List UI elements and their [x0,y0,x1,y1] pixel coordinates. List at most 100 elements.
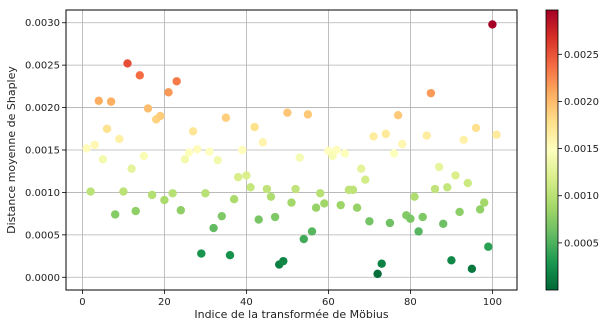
colorbar [545,9,559,291]
data-point [455,207,464,217]
data-point [467,264,477,273]
data-point [266,192,276,201]
colorbar-tick-label: 0.0015 [564,144,599,155]
x-tick-label: 40 [240,297,253,308]
data-point [484,242,493,251]
data-point [357,164,366,173]
data-point [307,227,317,236]
data-point [238,145,247,155]
data-point [381,129,390,139]
data-point [480,198,489,207]
data-point [279,256,288,266]
data-point [451,171,460,180]
x-tick-label: 80 [404,297,417,308]
grid [66,10,517,290]
data-point [336,200,345,210]
data-point [361,175,370,184]
data-point [180,155,190,164]
data-point [234,172,243,182]
data-point [299,234,308,244]
data-point [291,184,300,194]
data-point [131,206,140,216]
data-point [398,139,407,149]
data-point [225,251,235,260]
data-point [90,140,99,150]
data-point [414,227,423,236]
x-axis-label: Indice de la transformée de Möbius [194,308,389,321]
data-point [430,184,440,194]
data-point [164,88,173,97]
data-point [176,206,185,215]
colorbar-tick-label: 0.0010 [564,191,599,202]
data-point [193,144,202,154]
data-point [320,199,329,208]
data-points [82,20,501,279]
data-point [443,183,452,192]
data-point [439,219,448,229]
data-point [209,223,218,233]
y-axis-label: Distance moyenne de Shapley [5,66,18,234]
x-tick-label: 100 [483,297,502,308]
data-point [246,183,255,192]
data-point [94,96,104,105]
data-point [311,203,321,212]
data-point [139,151,149,161]
data-point [127,164,136,173]
data-point [213,155,222,165]
data-point [348,185,358,195]
data-point [242,171,251,180]
y-tick-label: 0.0015 [25,146,60,157]
colorbar-tick-label: 0.0025 [564,50,599,61]
data-point [463,178,472,188]
data-point [115,134,124,144]
data-point [160,195,169,205]
data-point [262,184,272,194]
data-point [258,138,267,147]
y-tick-label: 0.0030 [25,18,60,29]
data-point [205,147,214,156]
data-point [426,88,436,98]
data-point [86,187,95,196]
data-point [188,127,198,136]
data-point [102,124,112,133]
data-point [373,269,382,279]
data-point [406,214,415,223]
data-point [418,212,427,222]
x-axis-ticks: 0 20 40 60 80 100 [79,290,502,308]
x-tick-label: 20 [158,297,171,308]
data-point [254,215,263,224]
y-tick-label: 0.0005 [25,230,60,241]
data-point [328,151,337,161]
data-point [287,198,296,207]
data-point [106,97,116,106]
data-point [270,212,280,222]
y-axis-ticks: 0.0000 0.0005 0.0010 0.0015 0.0020 0.0025 0.00… [25,18,66,284]
y-tick-label: 0.0000 [25,273,60,284]
data-point [385,218,395,228]
data-point [119,187,128,196]
x-tick-label: 60 [322,297,335,308]
data-point [488,20,497,29]
y-tick-label: 0.0025 [25,61,60,72]
data-point [111,210,120,219]
data-point [492,130,501,139]
data-point [365,217,374,226]
data-point [316,189,325,198]
data-point [197,249,206,258]
data-point [82,144,91,153]
x-tick-label: 0 [79,297,85,308]
y-tick-label: 0.0020 [25,103,60,114]
data-point [156,111,165,121]
data-point [393,111,403,120]
data-point [143,104,153,113]
data-point [475,205,485,214]
data-point [201,189,210,198]
data-point [303,110,313,119]
colorbar-tick-label: 0.0020 [564,97,599,108]
data-point [410,192,419,201]
data-point [184,148,194,157]
colorbar-ticks: 0.0005 0.0010 0.0015 0.0020 0.0025 [558,50,599,249]
data-point [229,195,239,204]
data-point [389,149,399,158]
